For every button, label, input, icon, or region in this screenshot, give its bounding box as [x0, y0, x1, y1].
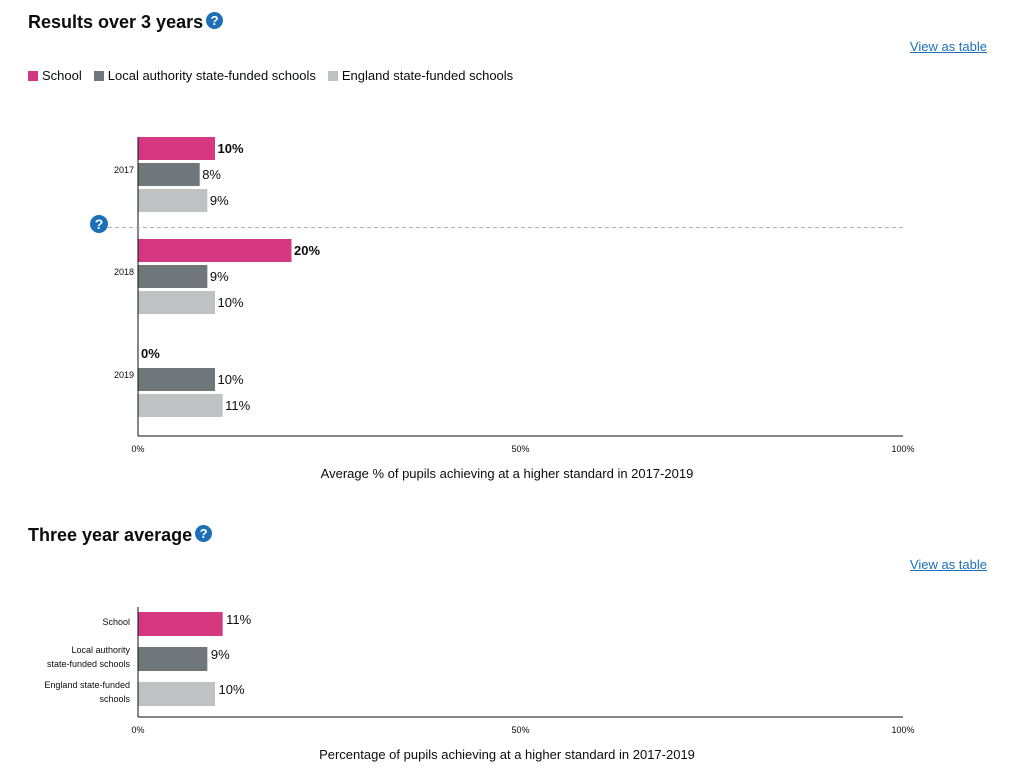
question-mark-circle-icon[interactable]: ?: [195, 525, 213, 542]
bar-local_authority-2019: [138, 368, 215, 391]
y-tick-label-2017: 2017: [114, 165, 134, 175]
y-tick-label-2018: 2018: [114, 267, 134, 277]
three-year-average-title: Three year average?: [28, 524, 213, 546]
x-tick-label-50: 50%: [511, 444, 529, 454]
bar-england-2018: [138, 291, 215, 314]
y-tick-label-local_authority: state-funded schools: [47, 659, 131, 669]
data-label-england-2017: 9%: [210, 193, 229, 208]
x-tick-label-100: 100%: [891, 444, 914, 454]
data-label-england: 10%: [219, 682, 245, 697]
x-tick-label-0: 0%: [131, 444, 144, 454]
bar-school-2017: [138, 137, 215, 160]
bar-england: [138, 682, 215, 706]
data-label-local_authority: 9%: [211, 647, 230, 662]
legend-item-school: School: [28, 68, 82, 83]
legend-swatch-school: [28, 70, 38, 81]
x-tick-label-0: 0%: [131, 725, 144, 735]
legend-swatch-england: [327, 70, 338, 81]
x-axis-title: Average % of pupils achieving at a highe…: [321, 466, 694, 481]
y-tick-label-england: schools: [99, 694, 130, 704]
legend-label-local-authority: Local authority state-funded schools: [107, 68, 316, 83]
data-label-england-2019: 11%: [225, 398, 250, 413]
question-mark-circle-icon[interactable]: ?: [206, 12, 224, 29]
legend-item-local-authority: Local authority state-funded schools: [93, 68, 316, 83]
bar-local_authority-2017: [138, 163, 200, 186]
y-tick-label-school: School: [102, 617, 130, 627]
legend-swatch-local-authority: [93, 70, 104, 81]
data-label-school-2017: 10%: [218, 141, 244, 156]
y-tick-label-2019: 2019: [114, 370, 134, 380]
bar-england-2019: [138, 394, 223, 417]
data-label-school: 11%: [226, 612, 251, 627]
x-axis-title: Percentage of pupils achieving at a high…: [319, 747, 695, 762]
x-tick-label-50: 50%: [511, 725, 529, 735]
data-label-local_authority-2018: 9%: [210, 269, 229, 284]
results-over-3-years-title: Results over 3 years?: [28, 11, 224, 33]
legend-label-school: School: [42, 68, 82, 83]
legend-label-england: England state-funded schools: [341, 68, 514, 83]
view-as-table-link-1[interactable]: View as table: [909, 39, 987, 54]
legend-item-england: England state-funded schools: [327, 68, 514, 83]
bar-local_authority-2018: [138, 265, 208, 288]
data-label-local_authority-2017: 8%: [202, 167, 221, 182]
chart-legend: School Local authority state-funded scho…: [28, 68, 525, 83]
data-label-school-2018: 20%: [294, 243, 320, 258]
data-label-england-2018: 10%: [218, 295, 244, 310]
section1-title-text: Results over 3 years: [28, 12, 204, 32]
bar-school-2018: [138, 239, 292, 262]
y-tick-label-local_authority: Local authority: [71, 645, 130, 655]
bar-england-2017: [138, 189, 208, 212]
bar-school: [138, 612, 223, 636]
data-label-school-2019: 0%: [141, 346, 160, 361]
y-tick-label-england: England state-funded: [44, 680, 130, 690]
question-mark-circle-icon[interactable]: ?: [90, 215, 108, 233]
results-over-3-years-chart: 2017 10% 8% 9% 2018 20% 9% 10% 2019 0% 10% 11% 0% 50%…: [108, 137, 915, 481]
section2-title-text: Three year average: [28, 525, 193, 545]
x-tick-label-100: 100%: [891, 725, 914, 735]
view-as-table-link-2[interactable]: View as table: [909, 557, 987, 572]
bar-local_authority: [138, 647, 208, 671]
data-label-local_authority-2019: 10%: [218, 372, 244, 387]
